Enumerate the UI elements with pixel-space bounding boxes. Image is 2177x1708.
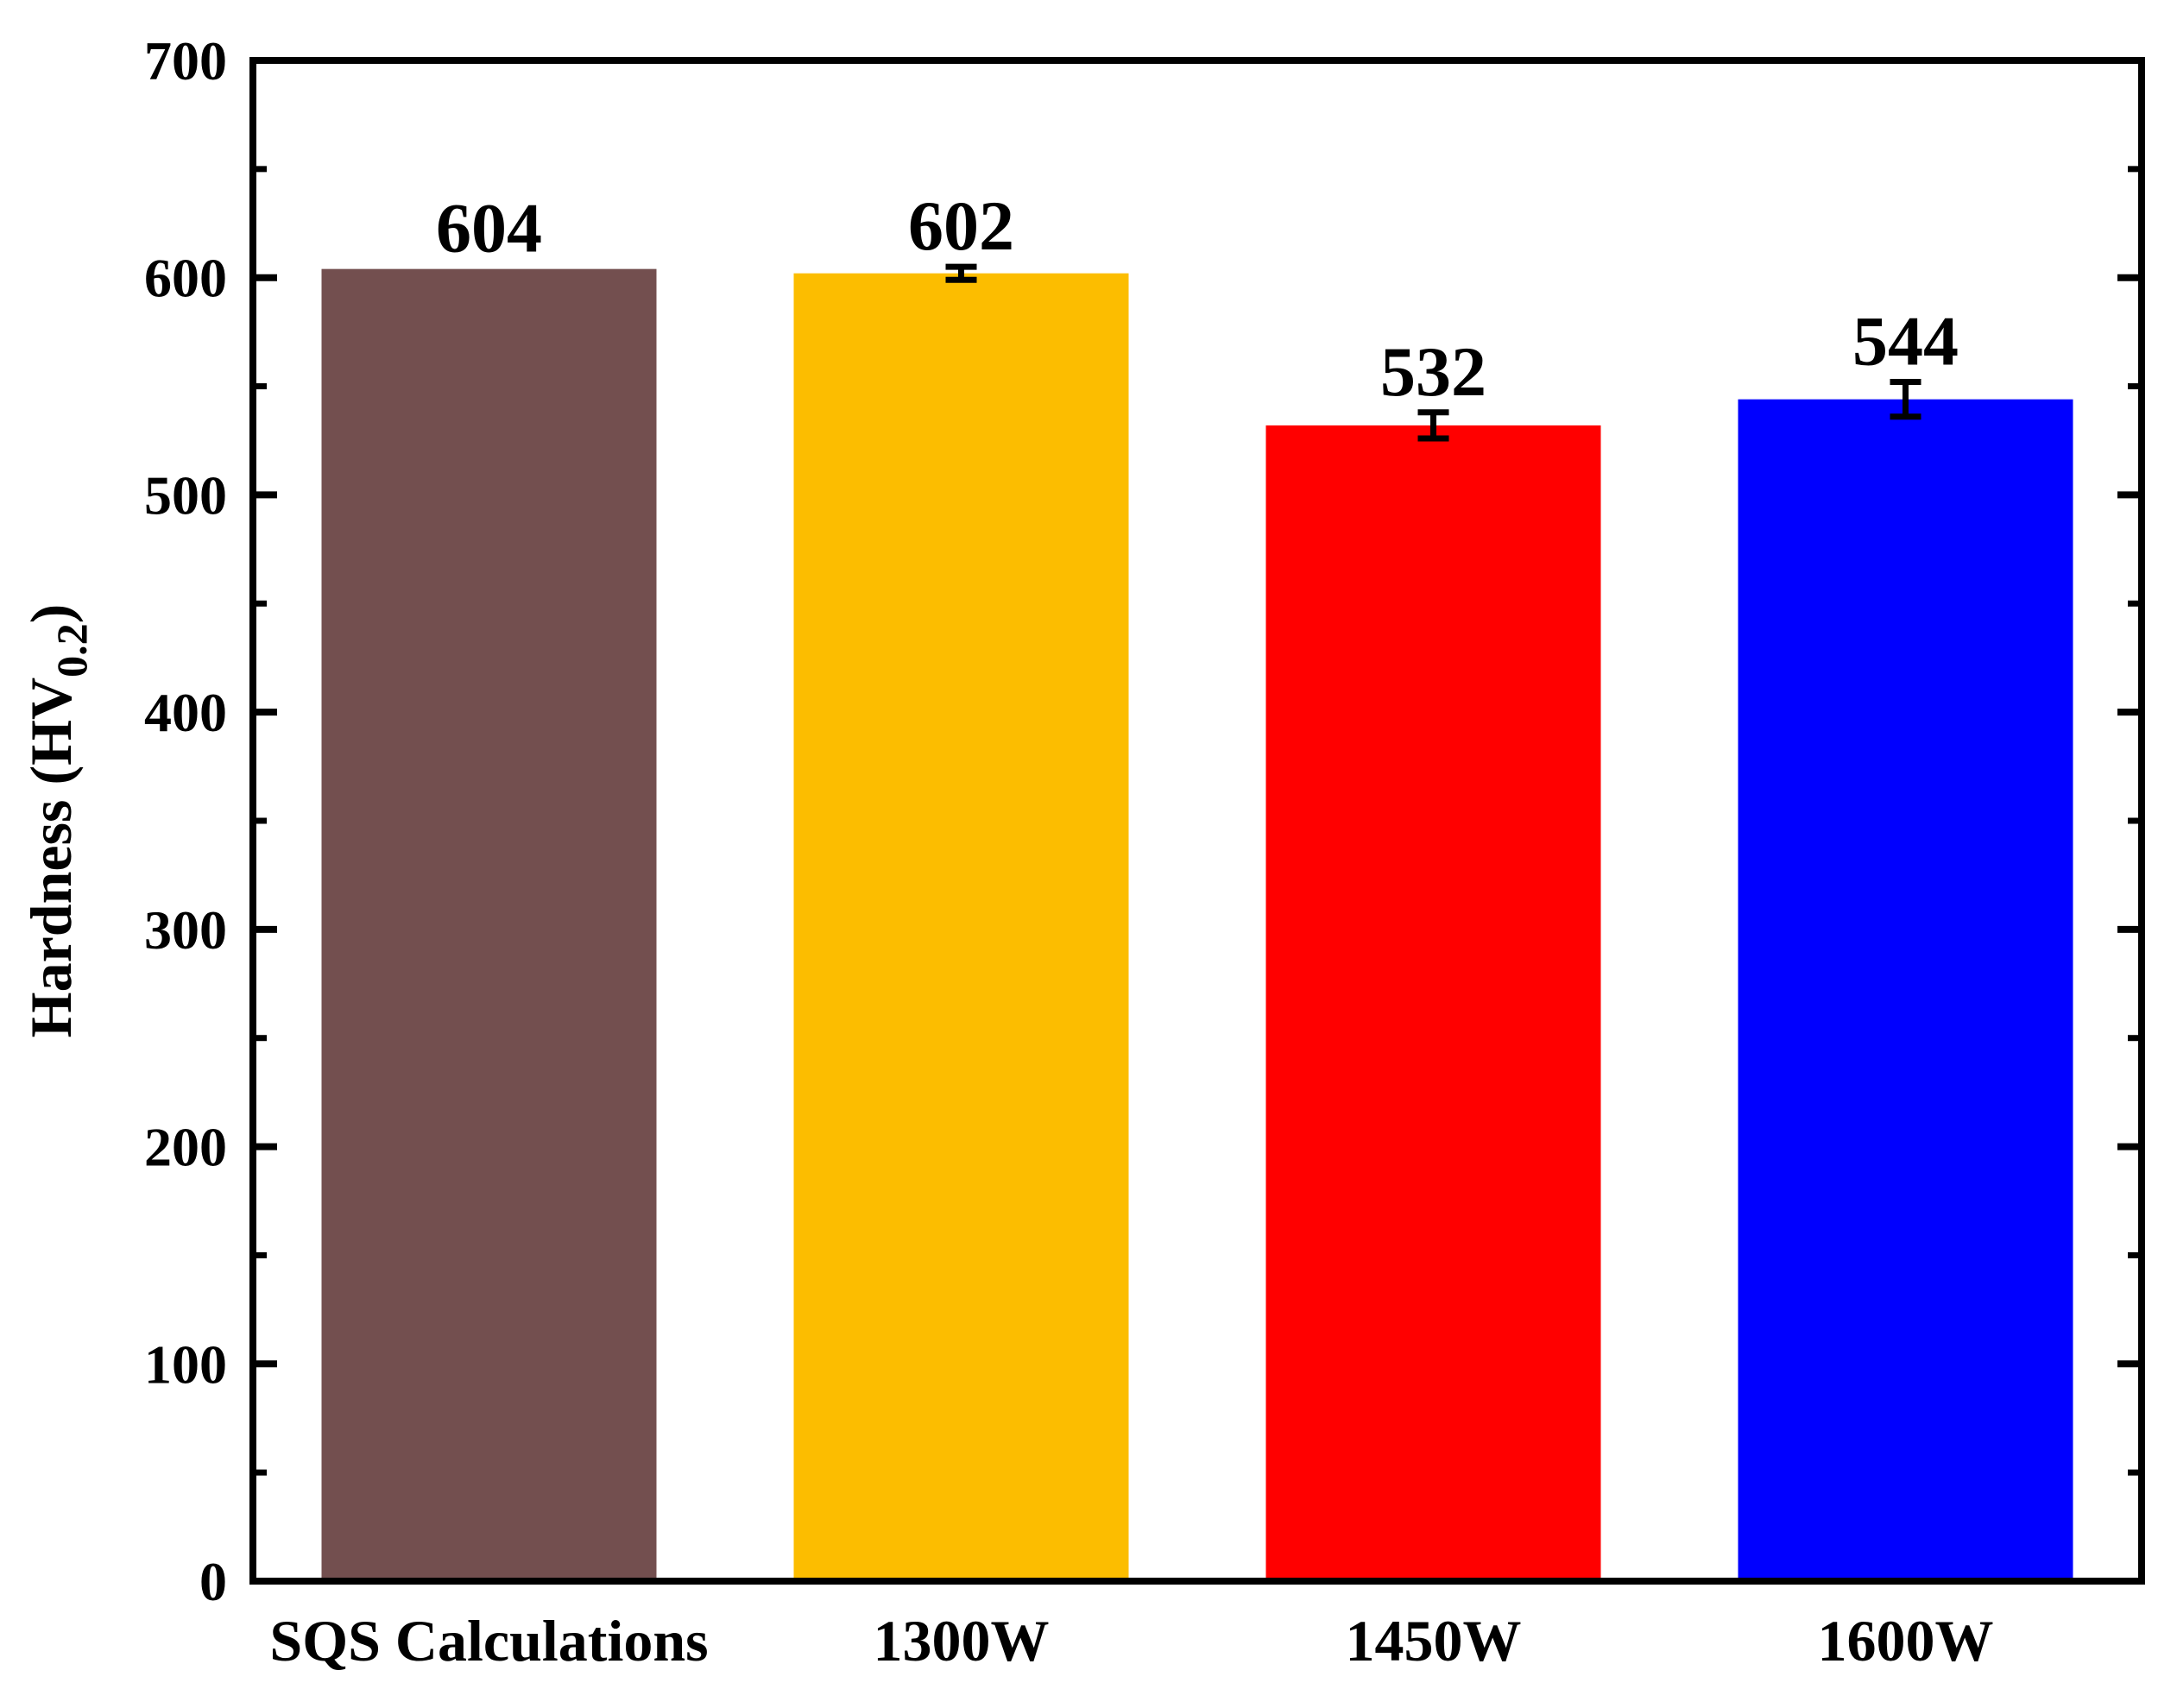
error-bar-2 (1417, 409, 1449, 442)
y-tick-label-2: 200 (144, 1117, 227, 1178)
data-label-2: 532 (1380, 332, 1486, 411)
y-tick-label-6: 600 (144, 248, 227, 309)
data-label-0: 604 (436, 189, 542, 268)
y-tick-label-7: 700 (144, 30, 227, 91)
x-tick-label-1: 1300W (874, 1608, 1050, 1673)
y-tick-label-4: 400 (144, 682, 227, 743)
plot-frame (249, 57, 2145, 1585)
y-tick-label-1: 100 (144, 1333, 227, 1395)
x-tick-label-0: SQS Calculations (269, 1608, 708, 1673)
error-bar-3 (1890, 379, 1921, 420)
bar-1 (793, 273, 1129, 1582)
y-axis-title-subscript: 0.2 (47, 623, 96, 678)
data-labels-layer: 604 602 532 544 (436, 186, 1959, 411)
bar-2 (1265, 425, 1601, 1581)
axis-text-layer: SQS Calculations 1300W 1450W 1600W 0 100 200 30… (18, 30, 1994, 1673)
y-axis-title: Hardness (HV0.2) (18, 604, 96, 1038)
y-tick-label-0: 0 (199, 1551, 227, 1612)
data-label-3: 544 (1852, 302, 1959, 381)
bars-layer (321, 268, 2073, 1582)
bar-3 (1738, 399, 2073, 1581)
y-axis-title-main: Hardness (HV (18, 678, 84, 1037)
y-tick-label-5: 500 (144, 464, 227, 526)
x-tick-label-2: 1450W (1346, 1608, 1522, 1673)
data-label-1: 602 (908, 186, 1014, 265)
bar-0 (321, 268, 657, 1581)
x-tick-label-3: 1600W (1818, 1608, 1994, 1673)
error-bar-1 (945, 263, 977, 283)
y-axis-title-close: ) (18, 604, 84, 624)
y-tick-label-3: 300 (144, 899, 227, 961)
error-bars-layer (945, 263, 1921, 442)
